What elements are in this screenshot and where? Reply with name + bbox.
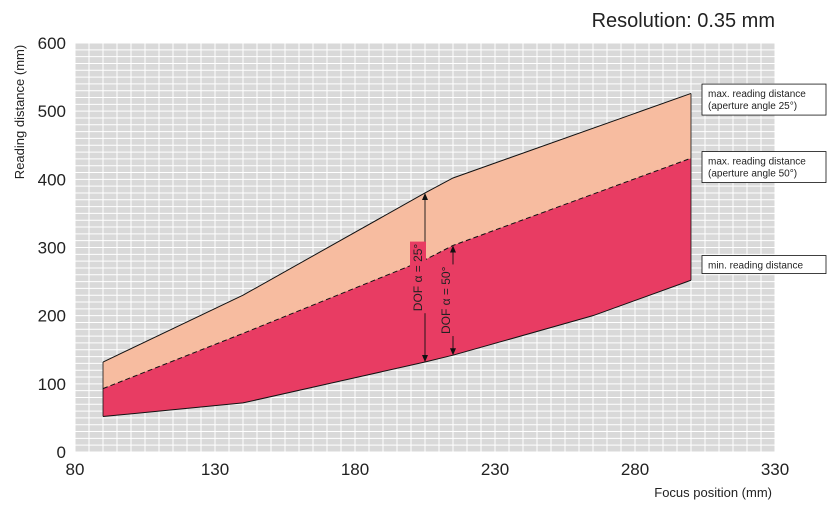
dof-label-bg — [438, 264, 454, 337]
y-tick-label: 300 — [38, 239, 66, 258]
legend-text: (aperture angle 50°) — [708, 169, 797, 180]
x-tick-label: 280 — [621, 460, 649, 479]
y-tick-label: 500 — [38, 102, 66, 121]
x-tick-label: 80 — [66, 460, 85, 479]
legend-box — [701, 255, 827, 274]
band-aperture-50 — [103, 158, 691, 417]
y-axis-label: Reading distance (mm) — [12, 45, 27, 179]
dof-label-bg — [410, 241, 426, 314]
legend-text: min. reading distance — [708, 261, 803, 272]
dof-arrow-bottom — [422, 355, 428, 363]
legend-text: max. reading distance — [708, 89, 806, 100]
x-tick-label: 130 — [201, 460, 229, 479]
dof-label: DOF α = 50° — [439, 266, 453, 334]
legend-text: max. reading distance — [708, 157, 806, 168]
chart-title: Resolution: 0.35 mm — [592, 10, 775, 32]
dof-arrow-top — [422, 192, 428, 200]
dof-arrow-top — [450, 245, 456, 253]
series-line-3 — [102, 279, 692, 418]
x-tick-label: 230 — [481, 460, 509, 479]
legend-entry-2: max. reading distance(aperture angle 50°… — [701, 151, 827, 183]
y-tick-label: 100 — [38, 375, 66, 394]
legend-entry-1: max. reading distance(aperture angle 25°… — [701, 83, 827, 116]
dof-arrow-bottom — [450, 348, 456, 356]
y-tick-label: 200 — [38, 307, 66, 326]
x-axis-label: Focus position (mm) — [654, 485, 772, 500]
x-tick-label: 180 — [341, 460, 369, 479]
y-tick-label: 400 — [38, 170, 66, 189]
y-tick-label: 0 — [57, 443, 66, 462]
band-aperture-25 — [103, 93, 691, 389]
y-tick-label: 600 — [38, 34, 66, 53]
legend-box — [701, 83, 827, 116]
legend-text: (aperture angle 25°) — [708, 101, 797, 112]
dof-annotation-2: DOF α = 50° — [438, 245, 456, 356]
dof-label: DOF α = 25° — [411, 244, 425, 312]
legend-box — [701, 151, 827, 183]
x-tick-label: 330 — [761, 460, 789, 479]
dof-annotation-1: DOF α = 25° — [410, 192, 428, 363]
legend-entry-3: min. reading distance — [701, 255, 827, 274]
